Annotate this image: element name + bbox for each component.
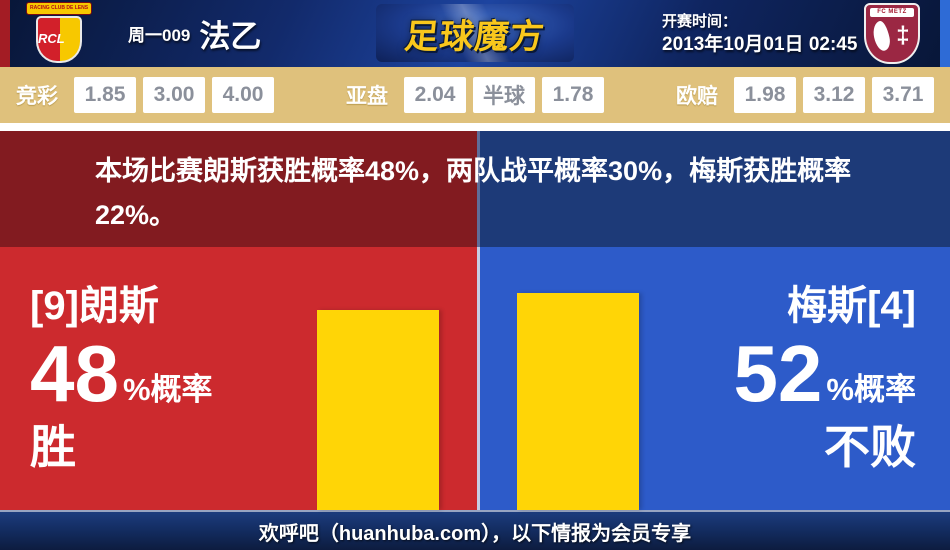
- home-team-banner: RACING CLUB DE LENS: [26, 2, 92, 15]
- shield-icon: RCL: [36, 16, 82, 63]
- away-percent: 52: [733, 329, 823, 418]
- match-number: 周一009: [128, 26, 191, 45]
- league-name: 法乙: [199, 19, 262, 54]
- away-color-stripe: [940, 0, 950, 67]
- home-percent-suffix: %概率: [122, 372, 213, 407]
- panel-divider: [477, 131, 480, 247]
- footer-text: 欢呼吧（huanhuba.com），以下情报为会员专享: [258, 522, 692, 545]
- odds-value: 3.00: [143, 77, 205, 113]
- odds-value: 1.85: [74, 77, 136, 113]
- away-probability-bar: [517, 293, 639, 510]
- match-info: 周一009 法乙: [128, 0, 261, 67]
- home-percent: 48: [30, 329, 119, 418]
- home-team-logo: RACING CLUB DE LENS RCL: [26, 2, 92, 65]
- away-team-banner: FC METZ: [870, 8, 914, 17]
- prediction-chart: 本场比赛朗斯获胜概率48%，两队战平概率30%，梅斯获胜概率22%。 [9]朗斯…: [0, 131, 950, 510]
- probability-summary: 本场比赛朗斯获胜概率48%，两队战平概率30%，梅斯获胜概率22%。: [95, 156, 852, 230]
- odds-value: 4.00: [212, 77, 274, 113]
- light-flare-icon: [376, 4, 574, 62]
- home-outcome: 胜: [30, 421, 76, 473]
- odds-value: 2.04: [404, 77, 466, 113]
- kickoff-time: 2013年10月01日 02:45: [662, 34, 858, 55]
- away-team-block: 梅斯[4] 52 %概率 不败: [733, 279, 916, 479]
- away-summary-band: [480, 131, 950, 247]
- odds-value: 1.98: [734, 77, 796, 113]
- dragon-icon: [871, 19, 893, 53]
- lorraine-cross-icon: ‡: [896, 22, 910, 49]
- kickoff-label: 开赛时间：: [662, 13, 738, 30]
- odds-bar: 竞彩 1.85 3.00 4.00 亚盘 2.04 半球 1.78 欧赔 1.9…: [0, 67, 950, 123]
- panel-divider: [477, 247, 480, 510]
- trophy-icon: [60, 18, 80, 61]
- odds-label-yapan: 亚盘: [346, 85, 388, 108]
- kickoff-info: 开赛时间： 2013年10月01日 02:45: [662, 11, 857, 57]
- header: RACING CLUB DE LENS RCL 周一009 法乙 足球魔方 开赛…: [0, 0, 950, 67]
- away-outcome: 不败: [824, 421, 916, 473]
- odds-handicap: 半球: [473, 77, 535, 113]
- home-team-name: [9]朗斯: [30, 284, 159, 328]
- site-logo-text: 足球魔方: [402, 17, 547, 56]
- odds-value: 3.71: [872, 77, 934, 113]
- odds-label-jingcai: 竞彩: [16, 85, 58, 108]
- separator: [0, 123, 950, 131]
- home-team-block: [9]朗斯 48 %概率 胜: [30, 279, 213, 479]
- odds-group-jingcai: 竞彩 1.85 3.00 4.00: [16, 77, 274, 113]
- home-color-stripe: [0, 0, 10, 67]
- away-team-name: 梅斯[4]: [787, 284, 916, 328]
- footer: 欢呼吧（huanhuba.com），以下情报为会员专享: [0, 510, 950, 550]
- home-team-initials: RCL: [38, 31, 65, 46]
- odds-group-oupei: 欧赔 1.98 3.12 3.71: [676, 77, 934, 113]
- away-percent-suffix: %概率: [826, 372, 916, 407]
- site-logo: 足球魔方: [376, 4, 574, 62]
- odds-value: 1.78: [542, 77, 604, 113]
- home-probability-bar: [317, 310, 439, 510]
- odds-value: 3.12: [803, 77, 865, 113]
- away-team-logo: FC METZ ‡: [864, 3, 920, 64]
- odds-label-oupei: 欧赔: [676, 85, 718, 108]
- odds-group-yapan: 亚盘 2.04 半球 1.78: [346, 77, 604, 113]
- home-summary-band: [0, 131, 477, 247]
